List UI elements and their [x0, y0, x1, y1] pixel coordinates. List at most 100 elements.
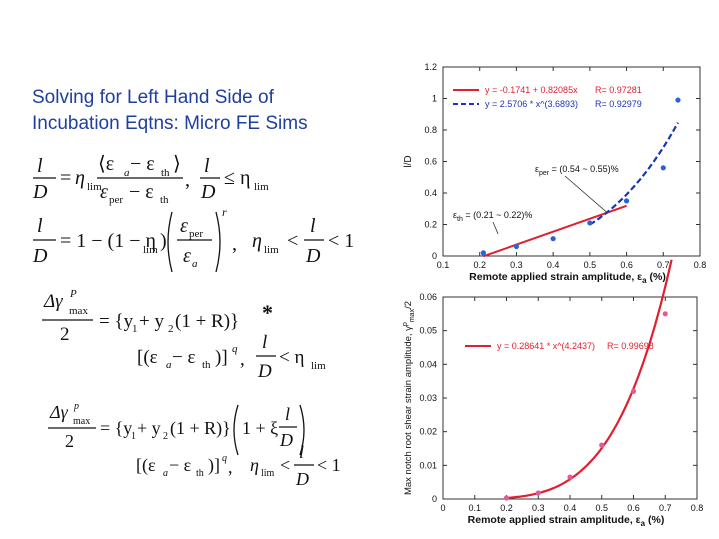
- eq4-cond-lt: <: [280, 455, 290, 475]
- y-tick-label: 0.04: [419, 359, 437, 369]
- eq4-num-dg: Δγ: [49, 402, 69, 422]
- legend-label: y = 0.28641 * x^(4.2437): [497, 341, 595, 351]
- eq3-s1: 1: [132, 323, 138, 335]
- legend-r-value: R= 0.97281: [595, 85, 642, 95]
- eq3-b-minus: − ε: [172, 347, 195, 368]
- data-point: [480, 250, 486, 256]
- x-axis-label: Remote applied strain amplitude, εa (%): [469, 271, 666, 285]
- eq3-b-th: th: [202, 359, 211, 371]
- eq4-b-a: a: [163, 468, 168, 479]
- legend-label: y = 2.5706 * x^(3.6893): [485, 99, 578, 109]
- eq4-f-num: l: [285, 404, 290, 424]
- equation-3: Δγ P max 2 = {y 1 + y 2 (1 + R)} * [(ε a…: [42, 288, 326, 382]
- equation-1: l D = η lim ⟨ε a − ε th ⟩ ε per − ε th ,…: [32, 153, 269, 206]
- data-point: [630, 388, 637, 394]
- eq3-num-p: P: [69, 288, 77, 300]
- eq2-cond-eta: η: [252, 230, 262, 252]
- legend-r-value: R= 0.92979: [595, 99, 642, 109]
- eq1-lhs-den: D: [32, 181, 48, 203]
- y-tick-label: 0: [432, 251, 437, 261]
- eq1-lim: lim: [87, 181, 102, 193]
- eq1-cond-le: ≤ η: [224, 167, 250, 189]
- eq1-den-th: th: [160, 194, 169, 206]
- x-tick-label: 0.8: [694, 260, 707, 270]
- eq1-comma: ,: [185, 169, 190, 191]
- x-axis-label-main: Remote applied strain amplitude, ε: [469, 271, 642, 283]
- eq2-cond-lt1: < 1: [328, 230, 354, 252]
- eq4-b-th: th: [196, 468, 204, 479]
- eq3-den: 2: [60, 324, 70, 345]
- eq3-rest: (1 + R)}: [175, 311, 239, 332]
- y-tick-label: 0.06: [419, 292, 437, 302]
- x-tick-label: 0.2: [473, 260, 486, 270]
- y-axis-label: Max notch root shear strain amplitude, γ…: [402, 301, 416, 495]
- y-axis-label: l/D: [403, 155, 414, 167]
- power-fit-line: [506, 259, 673, 500]
- eq4-rhs: = {y: [100, 418, 132, 438]
- eq4-bracket: [(ε: [136, 455, 156, 476]
- eq4-s1: 1: [131, 431, 136, 442]
- y-axis-label-sup: p: [402, 322, 409, 326]
- y-tick-label: 0.2: [424, 220, 437, 230]
- equations: l D = η lim ⟨ε a − ε th ⟩ ε per − ε th ,…: [32, 153, 354, 489]
- annotation-leader: [564, 175, 607, 213]
- eq3-rhs: = {y: [99, 311, 134, 332]
- eq4-rest: (1 + R)}: [170, 418, 231, 439]
- eq2-lim: lim: [143, 244, 158, 256]
- y-axis-label-main: l/D: [403, 155, 414, 167]
- data-point: [660, 165, 666, 171]
- y-tick-label: 0.01: [419, 460, 437, 470]
- x-tick-label: 0.1: [468, 503, 481, 513]
- x-axis-label: Remote applied strain amplitude, εa (%): [468, 514, 665, 528]
- eq3-cond-lt: < η: [279, 347, 304, 368]
- x-tick-label: 0: [440, 503, 445, 513]
- eq3-plus: + y: [139, 311, 164, 332]
- eq2-num: ε: [180, 215, 188, 237]
- y-tick-label: 0.03: [419, 393, 437, 403]
- y-tick-label: 0.4: [424, 188, 437, 198]
- x-axis-label-unit: (%): [645, 514, 664, 526]
- eq2-comma: ,: [232, 233, 237, 255]
- x-tick-label: 0.4: [547, 260, 560, 270]
- eq2-rhs: = 1 − (1 − η: [60, 230, 156, 252]
- x-tick-label: 0.2: [500, 503, 513, 513]
- y-tick-label: 0.05: [419, 326, 437, 336]
- x-tick-label: 0.5: [595, 503, 608, 513]
- x-axis-label-main: Remote applied strain amplitude, ε: [468, 514, 641, 526]
- eq1-den: ε: [100, 181, 108, 203]
- eq4-b-close: )]: [208, 455, 220, 476]
- eq3-cond-den: D: [257, 361, 272, 382]
- eq1-num-minus: − ε: [130, 153, 155, 175]
- eq3-b-q: q: [232, 343, 238, 355]
- eq3-comma: ,: [240, 349, 245, 370]
- x-tick-label: 0.4: [564, 503, 577, 513]
- eq1-num-close: ⟩: [173, 153, 181, 175]
- annotation-text: = (0.21 ~ 0.22)%: [463, 210, 533, 220]
- data-point: [503, 495, 510, 501]
- annotation: εper = (0.54 ~ 0.55)%: [535, 164, 619, 177]
- eq3-cond-lim: lim: [311, 360, 326, 372]
- equation-4: Δγ p max 2 = {y 1 + y 2 (1 + R)} 1 + ξ l…: [48, 401, 341, 489]
- x-tick-label: 0.7: [657, 260, 670, 270]
- eq3-bracket: [(ε: [137, 347, 158, 368]
- eq2-lhs-num: l: [37, 215, 43, 237]
- eq3-num-max: max: [69, 305, 88, 317]
- eq2-cond-lim: lim: [264, 244, 279, 256]
- eq4-cond-lt1: < 1: [317, 455, 341, 475]
- eq1-num-th: th: [161, 167, 170, 179]
- data-point: [675, 97, 681, 103]
- x-tick-label: 0.1: [437, 260, 450, 270]
- eq4-b-minus: − ε: [169, 455, 192, 475]
- eq2-cond-den: D: [305, 245, 321, 267]
- eq4-paren-open: 1 + ξ: [242, 418, 278, 438]
- eq3-b-a: a: [166, 359, 172, 371]
- eq1-cond-lim: lim: [254, 181, 269, 193]
- eq1-cond-num: l: [204, 155, 210, 177]
- data-point: [535, 490, 541, 496]
- data-point: [599, 442, 605, 448]
- x-tick-label: 0.7: [659, 503, 672, 513]
- eq4-num-p: p: [73, 401, 79, 412]
- y-tick-label: 0.8: [424, 125, 437, 135]
